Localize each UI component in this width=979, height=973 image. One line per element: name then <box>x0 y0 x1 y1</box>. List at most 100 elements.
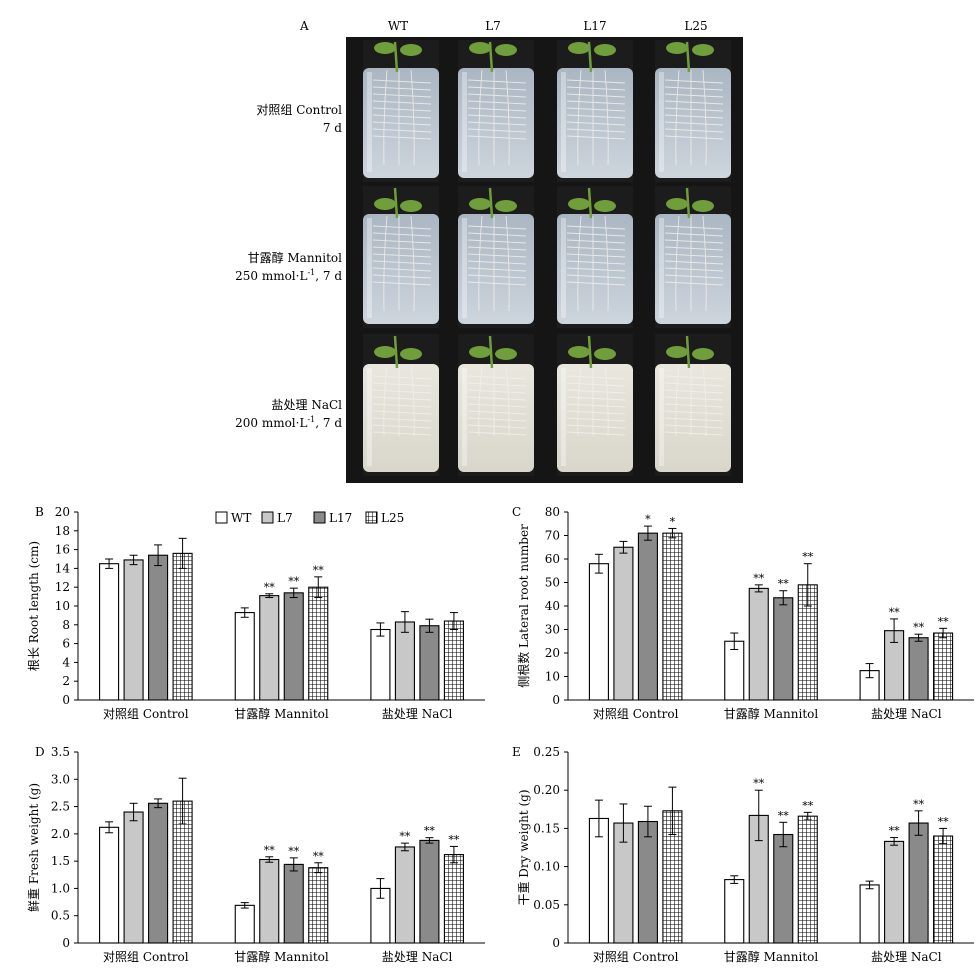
bar-l7-3 <box>394 621 415 701</box>
bar-l25-3 <box>933 632 954 701</box>
bar-l7-2 <box>748 587 769 701</box>
y-tick-label: 8 <box>62 618 70 632</box>
legend-swatch-l17 <box>313 511 326 524</box>
error-bar-l7-2 <box>754 584 763 593</box>
legend-label-l7: L7 <box>277 511 293 525</box>
error-bar-l25-1 <box>668 786 677 836</box>
bar-l25-3 <box>443 854 464 944</box>
error-bar-wt-3 <box>865 880 874 890</box>
y-tick-label: 0 <box>62 693 70 707</box>
error-bar-wt-1 <box>105 558 114 569</box>
x-category-label: 对照组 Control <box>103 950 189 964</box>
x-category-label: 盐处理 NaCl <box>382 950 453 964</box>
jar-mannitol-l17 <box>557 186 633 328</box>
error-bar-l7-3 <box>400 611 409 633</box>
error-bar-wt-2 <box>240 902 249 909</box>
bar-l7-3 <box>884 840 905 944</box>
jar-nacl-l17 <box>557 334 633 476</box>
y-tick-label: 0 <box>62 936 70 950</box>
significance-mark: ** <box>938 615 950 628</box>
significance-mark: ** <box>778 578 790 591</box>
error-bar-l25-2 <box>803 563 812 607</box>
error-bar-l7-3 <box>890 618 899 643</box>
chart-c-lateral-root-number: C 0 10 20 30 40 50 60 70 80 侧根数 Lateral root numbe… <box>512 505 974 721</box>
legend-label-l25: L25 <box>381 511 404 525</box>
jar-nacl-l7 <box>458 334 534 476</box>
y-tick-label: 60 <box>545 552 560 566</box>
y-tick-label: 0.20 <box>533 783 560 797</box>
error-bar-l17-1 <box>154 798 163 809</box>
column-label-wt: WT <box>388 19 408 33</box>
significance-mark: ** <box>264 844 276 857</box>
error-bar-wt-2 <box>730 875 739 884</box>
jar-control-l25 <box>655 40 731 182</box>
y-axis-label: 侧根数 Lateral root number <box>516 524 531 688</box>
error-bar-l25-2 <box>803 811 812 821</box>
error-bar-l25-3 <box>939 827 948 845</box>
y-tick-label: 30 <box>545 623 560 637</box>
bar-l7-2 <box>259 595 280 701</box>
error-bar-l7-2 <box>265 856 274 863</box>
significance-mark: ** <box>399 830 411 843</box>
bar-l17-3 <box>908 822 929 944</box>
y-tick-label: 80 <box>545 505 560 519</box>
error-bar-l7-1 <box>129 554 138 566</box>
bar-l25-1 <box>662 532 683 701</box>
significance-mark: ** <box>753 777 765 790</box>
jar-control-l17 <box>557 40 633 182</box>
bar-l25-2 <box>308 586 329 701</box>
significance-mark: ** <box>313 564 325 577</box>
x-category-label: 对照组 Control <box>593 707 679 721</box>
error-bar-l17-3 <box>914 810 923 836</box>
panel-a-photo-grid: A WT L7 L17 L25 对照组 Control 7 d 甘露醇 Mann… <box>235 19 743 483</box>
significance-mark: ** <box>753 572 765 585</box>
y-tick-label: 18 <box>55 524 70 538</box>
bar-l7-2 <box>259 858 280 944</box>
bar-l17-3 <box>419 625 440 701</box>
error-bar-wt-3 <box>376 878 385 899</box>
significance-mark: ** <box>802 551 814 564</box>
bar-l17-3 <box>419 839 440 944</box>
bar-wt-2 <box>724 640 745 701</box>
error-bar-l25-3 <box>449 612 458 630</box>
error-bar-l7-2 <box>265 593 274 599</box>
error-bar-wt-2 <box>240 607 249 618</box>
error-bar-wt-3 <box>376 622 385 637</box>
row-label-nacl-line1: 盐处理 NaCl <box>272 398 343 412</box>
bar-wt-1 <box>99 826 120 944</box>
y-tick-label: 2.0 <box>51 827 70 841</box>
y-tick-label: 12 <box>55 580 70 594</box>
y-tick-label: 20 <box>545 646 560 660</box>
y-tick-label: 3.0 <box>51 772 70 786</box>
bar-wt-3 <box>370 628 391 701</box>
error-bar-l17-1 <box>643 525 652 541</box>
significance-mark: ** <box>889 606 901 619</box>
bar-l25-3 <box>443 620 464 701</box>
error-bar-wt-1 <box>594 799 603 838</box>
significance-mark: ** <box>264 581 276 594</box>
legend-swatch-l7 <box>261 511 274 524</box>
chart-d-fresh-weight: D 0 0.5 1.0 1.5 2.0 2.5 3.0 3.5 鲜重 Fresh weight (… <box>27 745 485 964</box>
bar-wt-3 <box>859 884 880 944</box>
error-bar-l17-2 <box>779 821 788 848</box>
x-category-label: 盐处理 NaCl <box>382 707 453 721</box>
error-bar-l25-1 <box>178 537 187 569</box>
panel-letter: C <box>512 505 521 519</box>
bar-l17-2 <box>773 597 794 701</box>
row-label-mannitol-line1: 甘露醇 Mannitol <box>248 250 343 265</box>
bar-l17-1 <box>637 820 658 944</box>
significance-mark: ** <box>913 798 925 811</box>
jar-nacl-wt <box>363 334 439 476</box>
column-label-l17: L17 <box>583 19 606 33</box>
error-bar-l25-2 <box>314 576 323 599</box>
row-label-control-line1: 对照组 Control <box>256 103 342 117</box>
significance-mark: ** <box>889 825 901 838</box>
y-tick-label: 4 <box>62 655 70 669</box>
significance-mark: ** <box>288 575 300 588</box>
bar-l7-1 <box>123 811 144 944</box>
x-category-label: 对照组 Control <box>593 950 679 964</box>
significance-mark: ** <box>448 833 460 846</box>
y-tick-label: 0.5 <box>51 909 70 923</box>
y-tick-label: 2 <box>62 674 70 688</box>
significance-mark: ** <box>424 825 436 838</box>
